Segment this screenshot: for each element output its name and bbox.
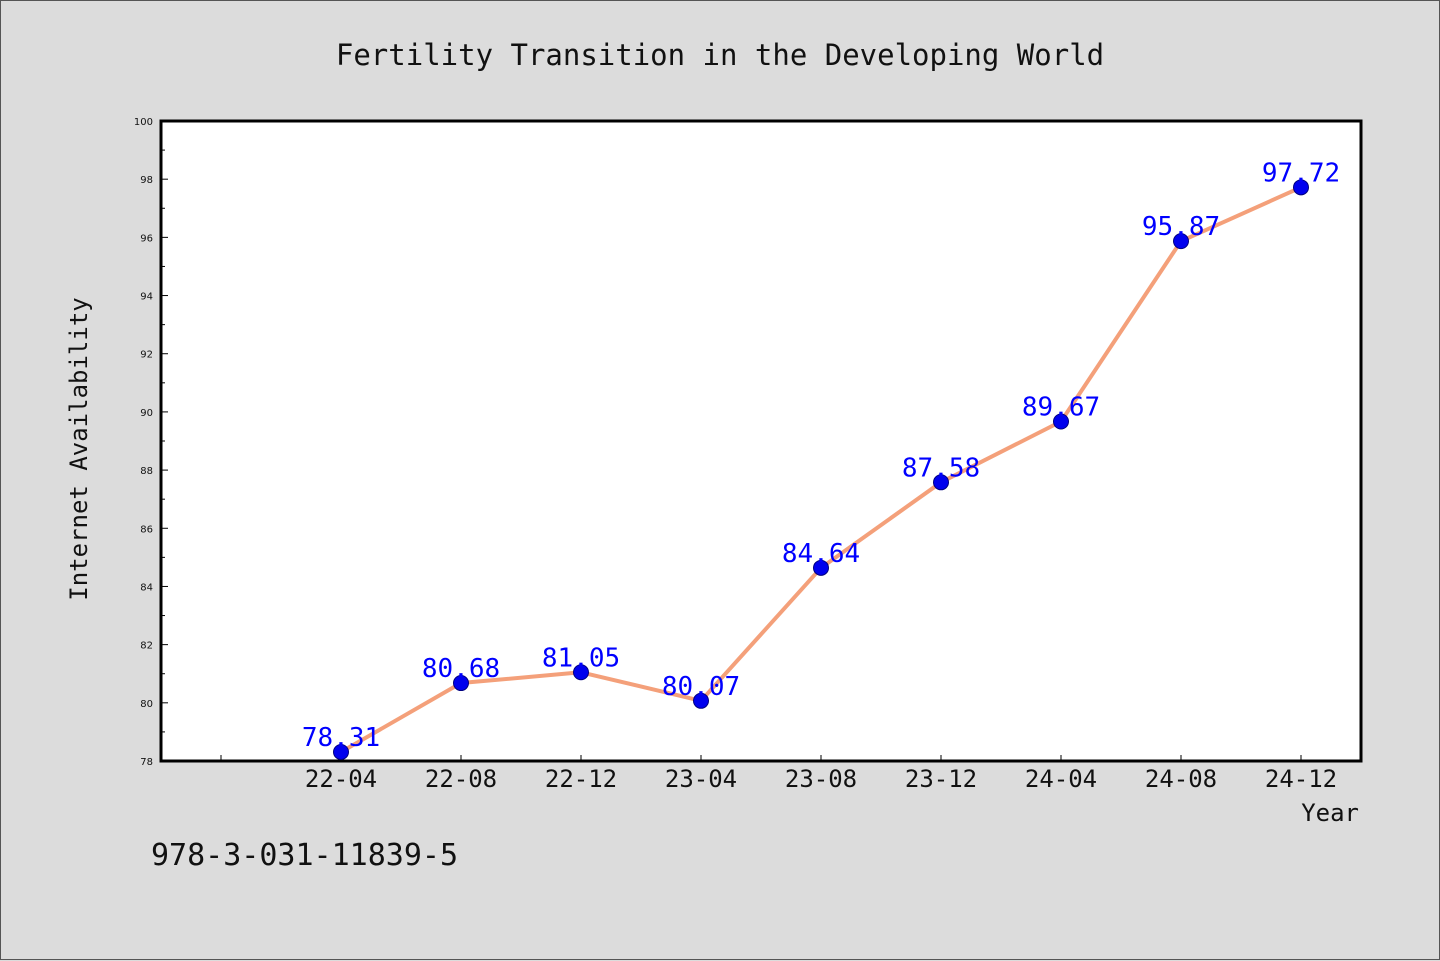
data-label: 84.64 [782, 539, 860, 569]
x-tick-label: 24-04 [1025, 765, 1097, 793]
y-tick-label: 96 [140, 233, 153, 244]
data-point [333, 743, 349, 760]
data-point [813, 559, 829, 576]
y-tick-label: 86 [140, 524, 153, 535]
data-point [933, 474, 949, 491]
y-tick-label: 82 [140, 641, 153, 652]
data-label: 87.58 [902, 453, 980, 483]
x-tick-label: 23-12 [905, 765, 977, 793]
data-label: 80.68 [422, 654, 500, 684]
chart-title: Fertility Transition in the Developing W… [336, 38, 1104, 72]
data-label: 95.87 [1142, 212, 1220, 242]
y-tick-label: 92 [140, 350, 153, 361]
data-point [573, 664, 589, 681]
series-line-group: 78.31 80.68 81.05 80.07 84.64 87.58 89.67 95.87… [302, 158, 1340, 760]
data-label: 97.72 [1262, 158, 1340, 188]
x-tick-label: 24-08 [1145, 765, 1217, 793]
x-tick-label: 23-04 [665, 765, 737, 793]
x-tick-label: 22-04 [305, 765, 377, 793]
plot-area [159, 119, 1363, 763]
y-tick-label: 94 [140, 292, 153, 303]
y-tick-label: 78 [140, 757, 153, 768]
y-tick-label: 80 [140, 699, 153, 710]
y-tick-label: 100 [134, 117, 153, 128]
data-label: 80.07 [662, 672, 740, 702]
data-label: 89.67 [1022, 393, 1100, 423]
x-tick-label: 23-08 [785, 765, 857, 793]
y-axis: 78 80 82 84 86 88 90 92 94 96 98 100 [134, 117, 168, 768]
x-tick-label: 22-12 [545, 765, 617, 793]
data-point [1053, 413, 1069, 430]
data-point [453, 675, 469, 692]
data-point [693, 692, 709, 709]
data-point [1293, 179, 1309, 196]
data-label: 81.05 [542, 643, 620, 673]
x-axis-label: Year [1301, 799, 1359, 827]
x-axis: 22-04 22-08 22-12 23-04 23-08 23-12 24-04 24-08… [220, 755, 1337, 793]
data-point [1173, 233, 1189, 250]
y-tick-label: 88 [140, 466, 153, 477]
x-tick-label: 24-12 [1265, 765, 1337, 793]
y-tick-label: 90 [140, 408, 153, 419]
y-axis-label: Internet Availability [65, 297, 93, 600]
footnote-isbn: 978-3-031-11839-5 [151, 838, 458, 873]
x-tick-label: 22-08 [425, 765, 497, 793]
y-tick-label: 84 [140, 582, 153, 593]
data-label: 78.31 [302, 723, 380, 753]
y-tick-label: 98 [140, 175, 153, 186]
